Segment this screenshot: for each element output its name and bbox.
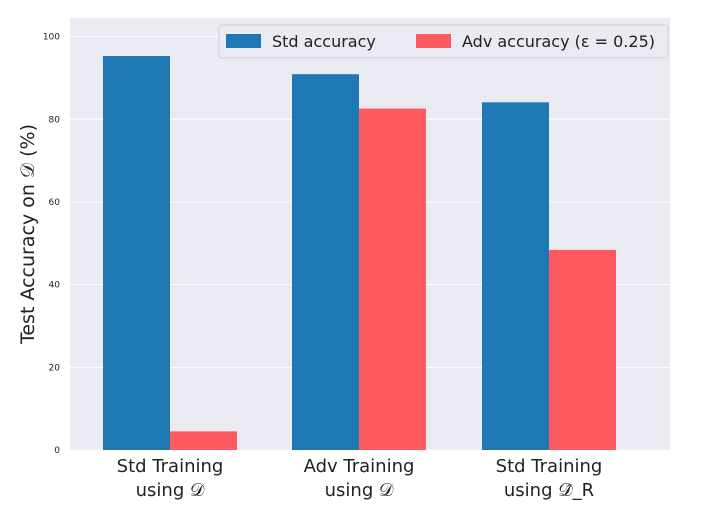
x-tick-label: Std Training using 𝒟 bbox=[117, 456, 224, 501]
legend: Std accuracy Adv accuracy (ε = 0.25) bbox=[218, 24, 669, 59]
y-tick-label: 20 bbox=[49, 363, 61, 373]
bar-adv-1 bbox=[359, 108, 426, 451]
y-tick-label: 40 bbox=[49, 281, 61, 291]
y-tick-label: 0 bbox=[54, 446, 60, 456]
bar-std-1 bbox=[292, 74, 359, 450]
legend-entry: Adv accuracy (ε = 0.25) bbox=[462, 32, 655, 51]
y-tick-label: 100 bbox=[43, 33, 60, 43]
legend-swatch bbox=[416, 34, 451, 48]
bar-std-2 bbox=[482, 102, 549, 451]
legend-entry: Std accuracy bbox=[272, 32, 376, 51]
bar-adv-0 bbox=[170, 431, 237, 450]
y-tick-label: 80 bbox=[49, 115, 61, 125]
y-axis-label: Test Accuracy on 𝒟 (%) bbox=[17, 124, 39, 345]
bars bbox=[103, 56, 616, 451]
y-axis-ticks: 0 20 40 60 80 100 bbox=[43, 33, 60, 456]
bar-adv-2 bbox=[549, 249, 616, 450]
bar-std-0 bbox=[103, 56, 170, 451]
x-axis-tick-labels: Std Training using 𝒟 Adv Training using 𝒟 St… bbox=[117, 456, 603, 501]
x-tick-label: Std Training using 𝒟̂_R bbox=[496, 456, 603, 501]
legend-swatch bbox=[226, 34, 261, 48]
x-tick-label: Adv Training using 𝒟 bbox=[304, 456, 415, 501]
y-tick-label: 60 bbox=[49, 198, 61, 208]
